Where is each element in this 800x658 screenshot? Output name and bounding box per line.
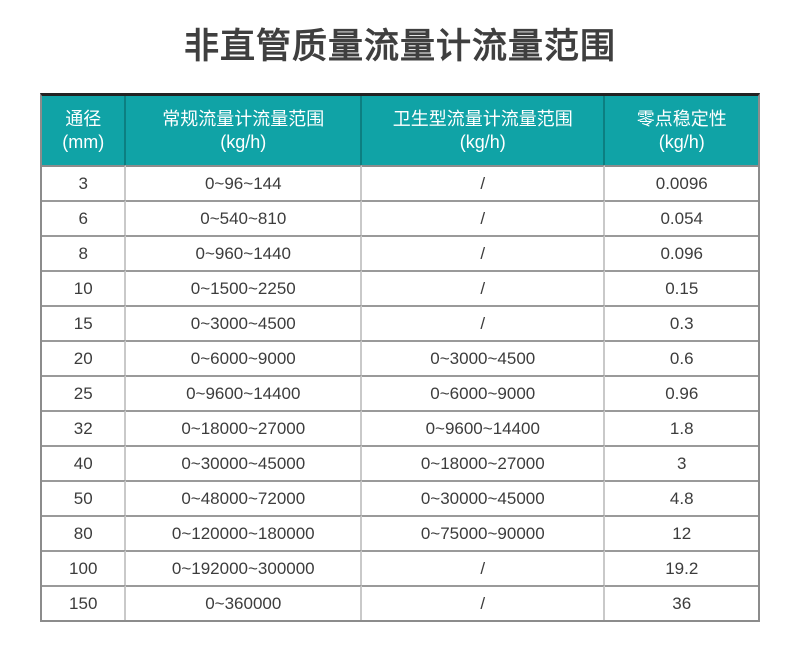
table-cell: 0.15 (605, 270, 758, 305)
table-cell: 20 (42, 340, 127, 375)
table-cell: / (362, 235, 606, 270)
table-cell: / (362, 165, 606, 200)
table-cell: 0.0096 (605, 165, 758, 200)
header-row: 通径 (mm) 常规流量计流量范围 (kg/h) 卫生型流量计流量范围 (kg/h) 零点稳… (42, 96, 758, 165)
table-row: 100 0~192000~300000/19.2 (42, 550, 758, 585)
header-cell-col3: 卫生型流量计流量范围 (kg/h) (362, 96, 606, 165)
table-row: 80 0~120000~180000 0~75000~90000 12 (42, 515, 758, 550)
header-unit: (kg/h) (658, 131, 705, 152)
table-cell: 6 (42, 200, 127, 235)
table-cell: 50 (42, 480, 127, 515)
table-header: 通径 (mm) 常规流量计流量范围 (kg/h) 卫生型流量计流量范围 (kg/h) 零点稳… (42, 96, 758, 165)
table-cell: / (362, 550, 606, 585)
table-cell: 0~9600~14400 (126, 375, 363, 410)
table-row: 15 0~3000~4500/0.3 (42, 305, 758, 340)
header-label: 常规流量计流量范围 (162, 108, 325, 129)
flow-range-table: 通径 (mm) 常规流量计流量范围 (kg/h) 卫生型流量计流量范围 (kg/h) 零点稳… (40, 93, 760, 622)
table-cell: 0~960~1440 (126, 235, 363, 270)
table-cell: 0~30000~45000 (126, 445, 363, 480)
table-cell: / (362, 200, 606, 235)
table-cell: 36 (605, 585, 758, 620)
table-cell: 0~48000~72000 (126, 480, 363, 515)
page-title: 非直管质量流量计流量范围 (183, 27, 616, 66)
table-cell: 0~6000~9000 (126, 340, 363, 375)
table-row: 150 0~360000/36 (42, 585, 758, 620)
table-cell: 10 (42, 270, 127, 305)
table-cell: 15 (42, 305, 127, 340)
table-cell: 150 (42, 585, 127, 620)
table-cell: 0~360000 (126, 585, 363, 620)
table-cell: 32 (42, 410, 127, 445)
table-row: 6 0~540~810/0.054 (42, 200, 758, 235)
table-cell: 0~3000~4500 (126, 305, 363, 340)
header-cell-col4: 零点稳定性 (kg/h) (605, 96, 758, 165)
flow-range-table-wrap: 通径 (mm) 常规流量计流量范围 (kg/h) 卫生型流量计流量范围 (kg/h) 零点稳… (40, 93, 760, 622)
table-row: 32 0~18000~27000 0~9600~14400 1.8 (42, 410, 758, 445)
table-cell: 0~96~144 (126, 165, 363, 200)
table-cell: 0~18000~27000 (362, 445, 606, 480)
table-row: 25 0~9600~14400 0~6000~9000 0.96 (42, 375, 758, 410)
table-cell: 0.3 (605, 305, 758, 340)
table-cell: 3 (605, 445, 758, 480)
table-cell: 0~540~810 (126, 200, 363, 235)
table-cell: 1.8 (605, 410, 758, 445)
table-row: 8 0~960~1440/0.096 (42, 235, 758, 270)
table-row: 3 0~96~144/0.0096 (42, 165, 758, 200)
table-cell: 0~3000~4500 (362, 340, 606, 375)
header-label: 零点稳定性 (636, 108, 727, 129)
table-cell: 100 (42, 550, 127, 585)
table-cell: 0~6000~9000 (362, 375, 606, 410)
table-cell: 25 (42, 375, 127, 410)
table-cell: 40 (42, 445, 127, 480)
table-cell: 0.054 (605, 200, 758, 235)
table-cell: 0~9600~14400 (362, 410, 606, 445)
table-cell: / (362, 305, 606, 340)
table-cell: 0~75000~90000 (362, 515, 606, 550)
table-row: 10 0~1500~2250/0.15 (42, 270, 758, 305)
header-unit: (kg/h) (459, 131, 506, 152)
table-cell: 0~1500~2250 (126, 270, 363, 305)
table-cell: 0~18000~27000 (126, 410, 363, 445)
header-unit: (mm) (62, 131, 105, 152)
header-unit: (kg/h) (220, 131, 267, 152)
table-cell: 0~120000~180000 (126, 515, 363, 550)
table-row: 50 0~48000~72000 0~30000~45000 4.8 (42, 480, 758, 515)
header-label: 通径 (65, 108, 102, 129)
header-cell-col2: 常规流量计流量范围 (kg/h) (126, 96, 363, 165)
table-cell: 0.6 (605, 340, 758, 375)
table-cell: 3 (42, 165, 127, 200)
table-cell: 19.2 (605, 550, 758, 585)
table-cell: / (362, 585, 606, 620)
header-cell-col1: 通径 (mm) (42, 96, 127, 165)
table-cell: 0.96 (605, 375, 758, 410)
table-row: 40 0~30000~45000 0~18000~27000 3 (42, 445, 758, 480)
table-cell: 80 (42, 515, 127, 550)
table-row: 20 0~6000~9000 0~3000~4500 0.6 (42, 340, 758, 375)
table-cell: 0~192000~300000 (126, 550, 363, 585)
table-cell: 8 (42, 235, 127, 270)
table-cell: 0.096 (605, 235, 758, 270)
table-cell: 12 (605, 515, 758, 550)
table-cell: 0~30000~45000 (362, 480, 606, 515)
header-label: 卫生型流量计流量范围 (392, 108, 573, 129)
table-cell: / (362, 270, 606, 305)
table-cell: 4.8 (605, 480, 758, 515)
table-body: 3 0~96~144/0.0096 6 0~540~810/0.054 8 0~960~1… (42, 165, 758, 620)
